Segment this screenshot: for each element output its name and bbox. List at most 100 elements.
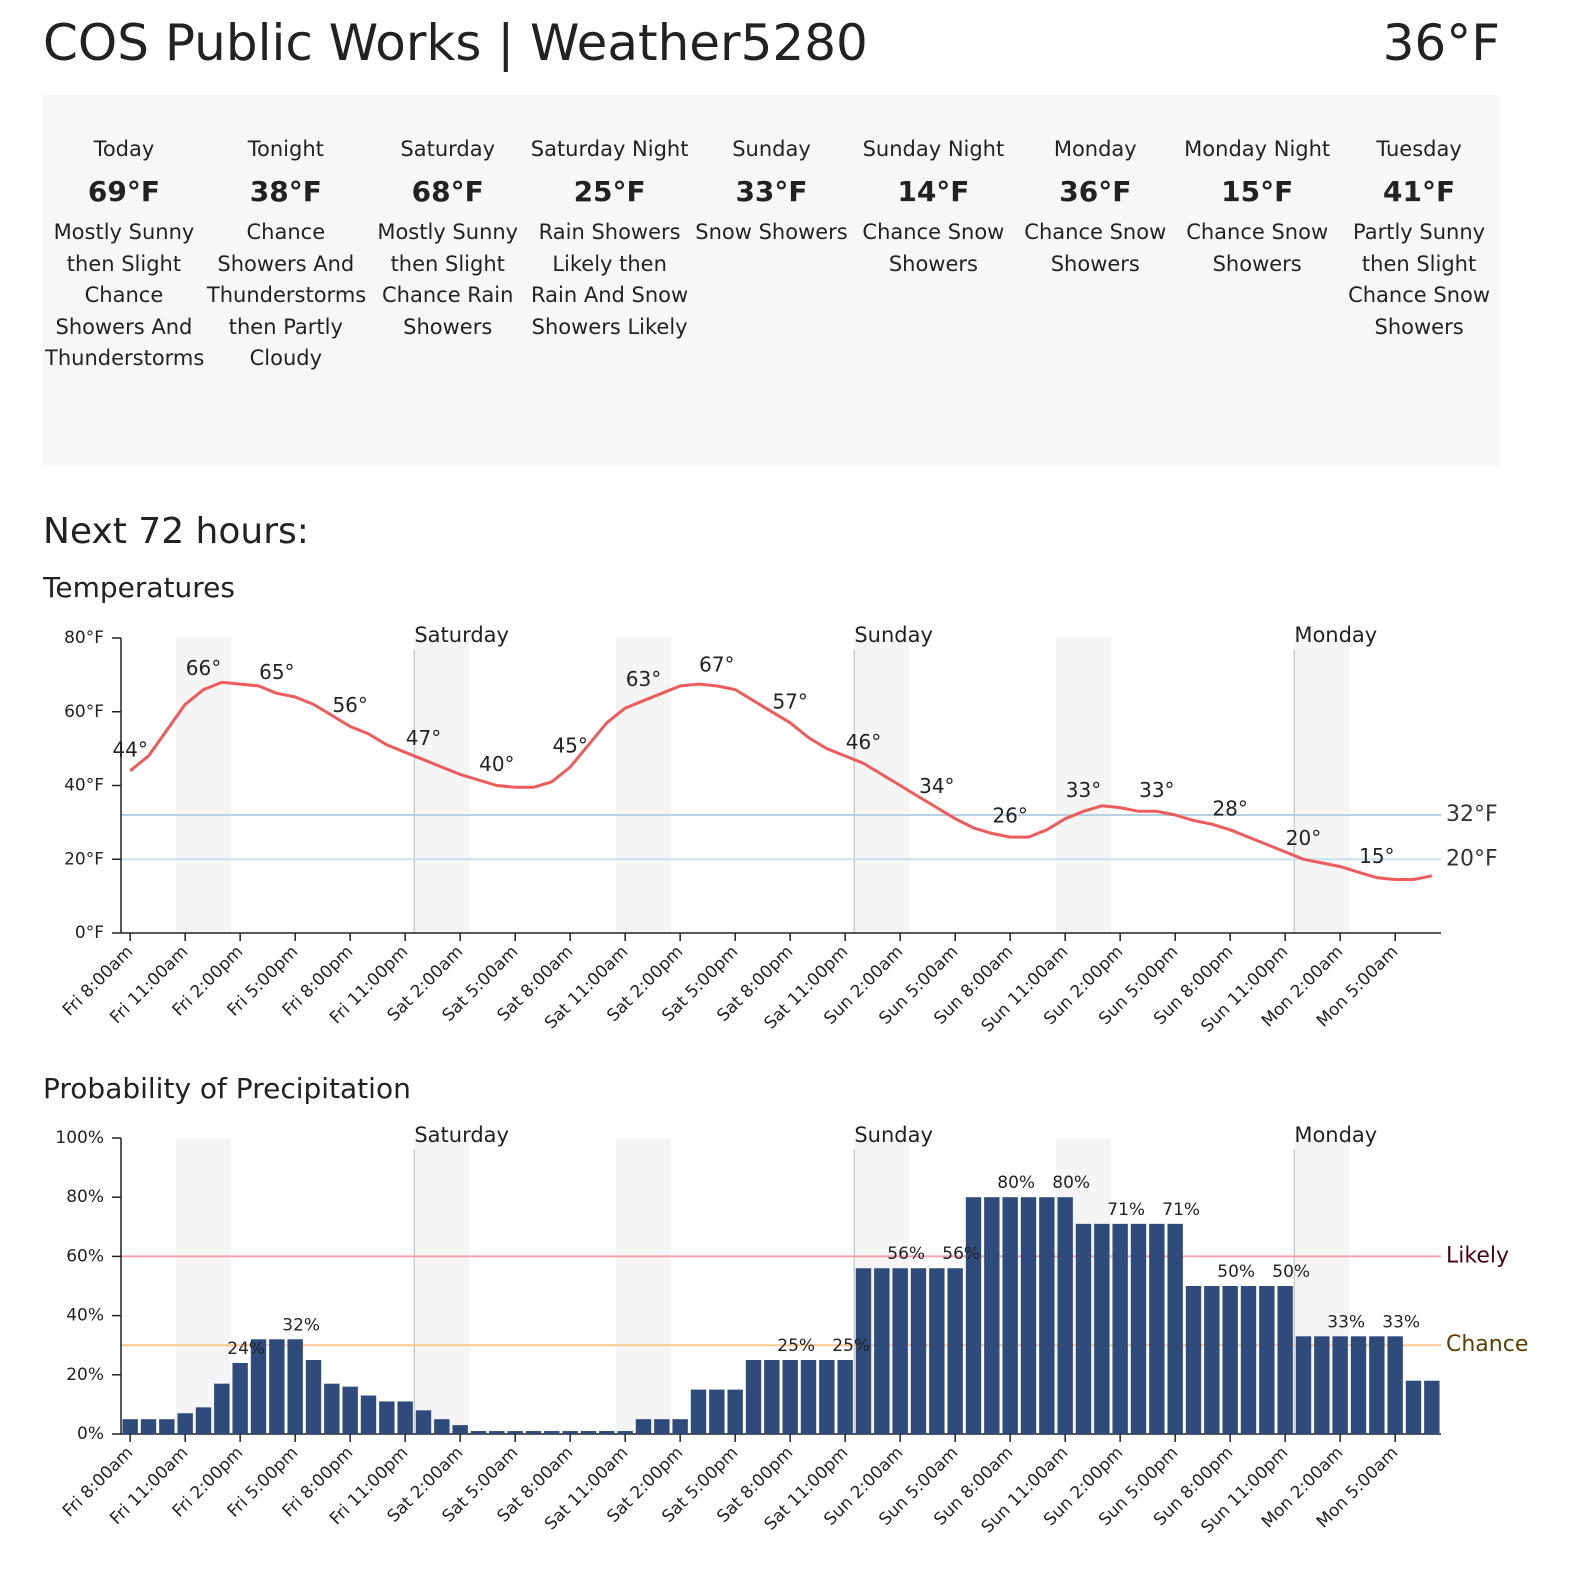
y-tick-label: 40% [66,1306,104,1326]
night-stripe [1294,638,1350,933]
night-stripe [616,1138,671,1434]
night-stripe [414,1138,470,1434]
day-label: Sunday [854,1123,933,1147]
bar [929,1268,945,1434]
bar [287,1339,303,1434]
period-name: Today [93,137,155,161]
data-label: 71% [1162,1200,1200,1220]
period-name: Saturday [400,137,496,161]
data-label: 50% [1217,1262,1255,1282]
bar [1094,1223,1110,1434]
data-label: 28° [1212,796,1247,820]
bar [1167,1223,1183,1434]
bar [489,1431,505,1434]
bar [672,1419,688,1434]
night-stripe [176,638,231,933]
data-label: 56% [942,1244,980,1264]
bar [232,1362,248,1434]
y-tick-label: 80% [66,1187,104,1207]
site-title: COS Public Works | Weather5280 [43,14,868,72]
bar [452,1425,468,1434]
bar [1149,1223,1165,1434]
bar [1314,1336,1330,1434]
bar [1369,1336,1385,1434]
period-description: Mostly Sunny then Slight Chance Rain Sho… [377,220,519,339]
period-name-box: Monday [1014,95,1176,167]
period-name-box: Saturday Night [529,95,691,167]
period-temp: 41°F [1383,175,1456,208]
bar [617,1431,633,1434]
chart-title: Probability of Precipitation [43,1072,411,1105]
bar [855,1268,872,1434]
data-label: 33% [1382,1312,1420,1332]
bar [1240,1286,1257,1434]
y-tick-label: 40°F [64,776,104,796]
bar [1020,1197,1037,1434]
bar [965,1197,982,1434]
bar [599,1431,615,1434]
bar [1222,1286,1238,1434]
bar [379,1401,395,1434]
data-label: 24% [227,1339,265,1359]
data-label: 66° [186,656,221,680]
period-temp: 15°F [1221,175,1294,208]
bar [415,1410,432,1434]
bar [947,1268,963,1434]
period-name-box: Saturday [367,95,529,167]
data-label: 26° [992,804,1027,828]
reference-label: Chance [1446,1332,1528,1357]
period-temp: 36°F [1059,175,1132,208]
data-label: 25% [832,1336,870,1356]
period-name: Tonight [247,137,324,161]
data-label: 63° [626,667,661,691]
period-name: Monday Night [1184,137,1331,161]
bar [342,1386,358,1434]
period-description: Chance Snow Showers [1186,220,1329,276]
bar [690,1389,707,1434]
period-description: Chance Showers And Thunderstorms then Pa… [206,220,367,370]
forecast-period: Sunday 33°F Snow Showers [691,95,853,466]
bar [837,1360,853,1434]
data-label: 25% [777,1336,815,1356]
bar [800,1360,817,1434]
bar [1259,1286,1275,1434]
bar [1387,1336,1403,1434]
bar [1112,1223,1128,1434]
bar [1424,1380,1440,1434]
bar [1002,1197,1018,1434]
bar [745,1360,762,1434]
data-label: 20° [1286,826,1321,850]
bar [1039,1197,1055,1434]
day-label: Saturday [414,1123,509,1147]
period-name-box: Tonight [205,95,367,167]
reference-label: Likely [1446,1243,1509,1268]
data-label: 80% [1052,1173,1090,1193]
bar [195,1407,212,1434]
bar [470,1431,487,1434]
data-label: 34° [919,774,954,798]
period-description: Rain Showers Likely then Rain And Snow S… [531,220,689,339]
bar [727,1389,743,1434]
period-name-box: Monday Night [1176,95,1338,167]
y-tick-label: 20°F [64,849,104,869]
forecast-period: Saturday Night 25°F Rain Showers Likely th… [529,95,691,466]
period-description: Mostly Sunny then Slight Chance Showers … [45,220,205,370]
bar [1130,1223,1147,1434]
y-tick-label: 100% [55,1128,104,1148]
forecast-period: Monday Night 15°F Chance Snow Showers [1176,95,1338,466]
period-name: Sunday Night [862,137,1005,161]
data-label: 71% [1107,1200,1145,1220]
forecast-period: Monday 36°F Chance Snow Showers [1014,95,1176,466]
y-tick-label: 60% [66,1246,104,1266]
bar [159,1419,175,1434]
bar [874,1268,890,1434]
bar [177,1413,193,1434]
data-label: 33° [1066,778,1101,802]
bar [580,1431,597,1434]
bar [140,1419,157,1434]
bar [892,1268,908,1434]
bar [324,1383,340,1434]
data-label: 80% [997,1173,1035,1193]
